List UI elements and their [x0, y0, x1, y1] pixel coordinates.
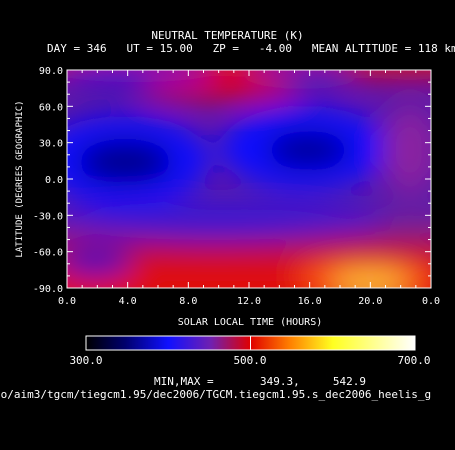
min-max-readout: MIN,MAX = 349.3, 542.9: [0, 376, 455, 388]
x-tick-label: 0.0: [422, 296, 440, 307]
chart-subtitle: DAY = 346 UT = 15.00 ZP = -4.00 MEAN ALT…: [47, 42, 455, 55]
x-axis-ticks: 0.0 4.0 8.0 12.0 16.0 20.0 0.0: [58, 70, 440, 307]
x-tick-label: 8.0: [179, 296, 197, 307]
x-tick-label: 4.0: [119, 296, 137, 307]
min-max-label: MIN,MAX =: [154, 375, 214, 388]
x-axis-label: SOLAR LOCAL TIME (HOURS): [178, 317, 323, 328]
x-tick-label: 0.0: [58, 296, 76, 307]
heatmap-field: [67, 70, 431, 288]
y-tick-label: 30.0: [39, 139, 63, 150]
colorbar-max-label: 700.0: [397, 354, 430, 367]
colorbar-min-label: 300.0: [69, 354, 102, 367]
chart-title: NEUTRAL TEMPERATURE (K): [151, 29, 304, 42]
file-path: ao/aim3/tgcm/tiegcm1.95/dec2006/TGCM.tie…: [0, 388, 432, 401]
y-tick-label: 90.0: [39, 66, 63, 77]
max-value: 542.9: [332, 375, 366, 388]
y-tick-label: -90.0: [33, 284, 63, 295]
x-tick-label: 16.0: [298, 296, 322, 307]
y-axis-ticks: 90.0 60.0 30.0 0.0 -30.0 -60.0 -90.0: [33, 66, 431, 295]
colorbar-mid-label: 500.0: [233, 354, 266, 367]
y-tick-label: -60.0: [33, 248, 63, 259]
min-value: 349.3,: [259, 375, 300, 388]
y-tick-label: 60.0: [39, 102, 63, 113]
y-tick-label: 0.0: [45, 175, 63, 186]
y-axis-label: LATITUDE (DEGREES GEOGRAPHIC): [15, 100, 25, 257]
y-tick-label: -30.0: [33, 211, 63, 222]
x-tick-label: 20.0: [358, 296, 382, 307]
x-tick-label: 12.0: [237, 296, 261, 307]
